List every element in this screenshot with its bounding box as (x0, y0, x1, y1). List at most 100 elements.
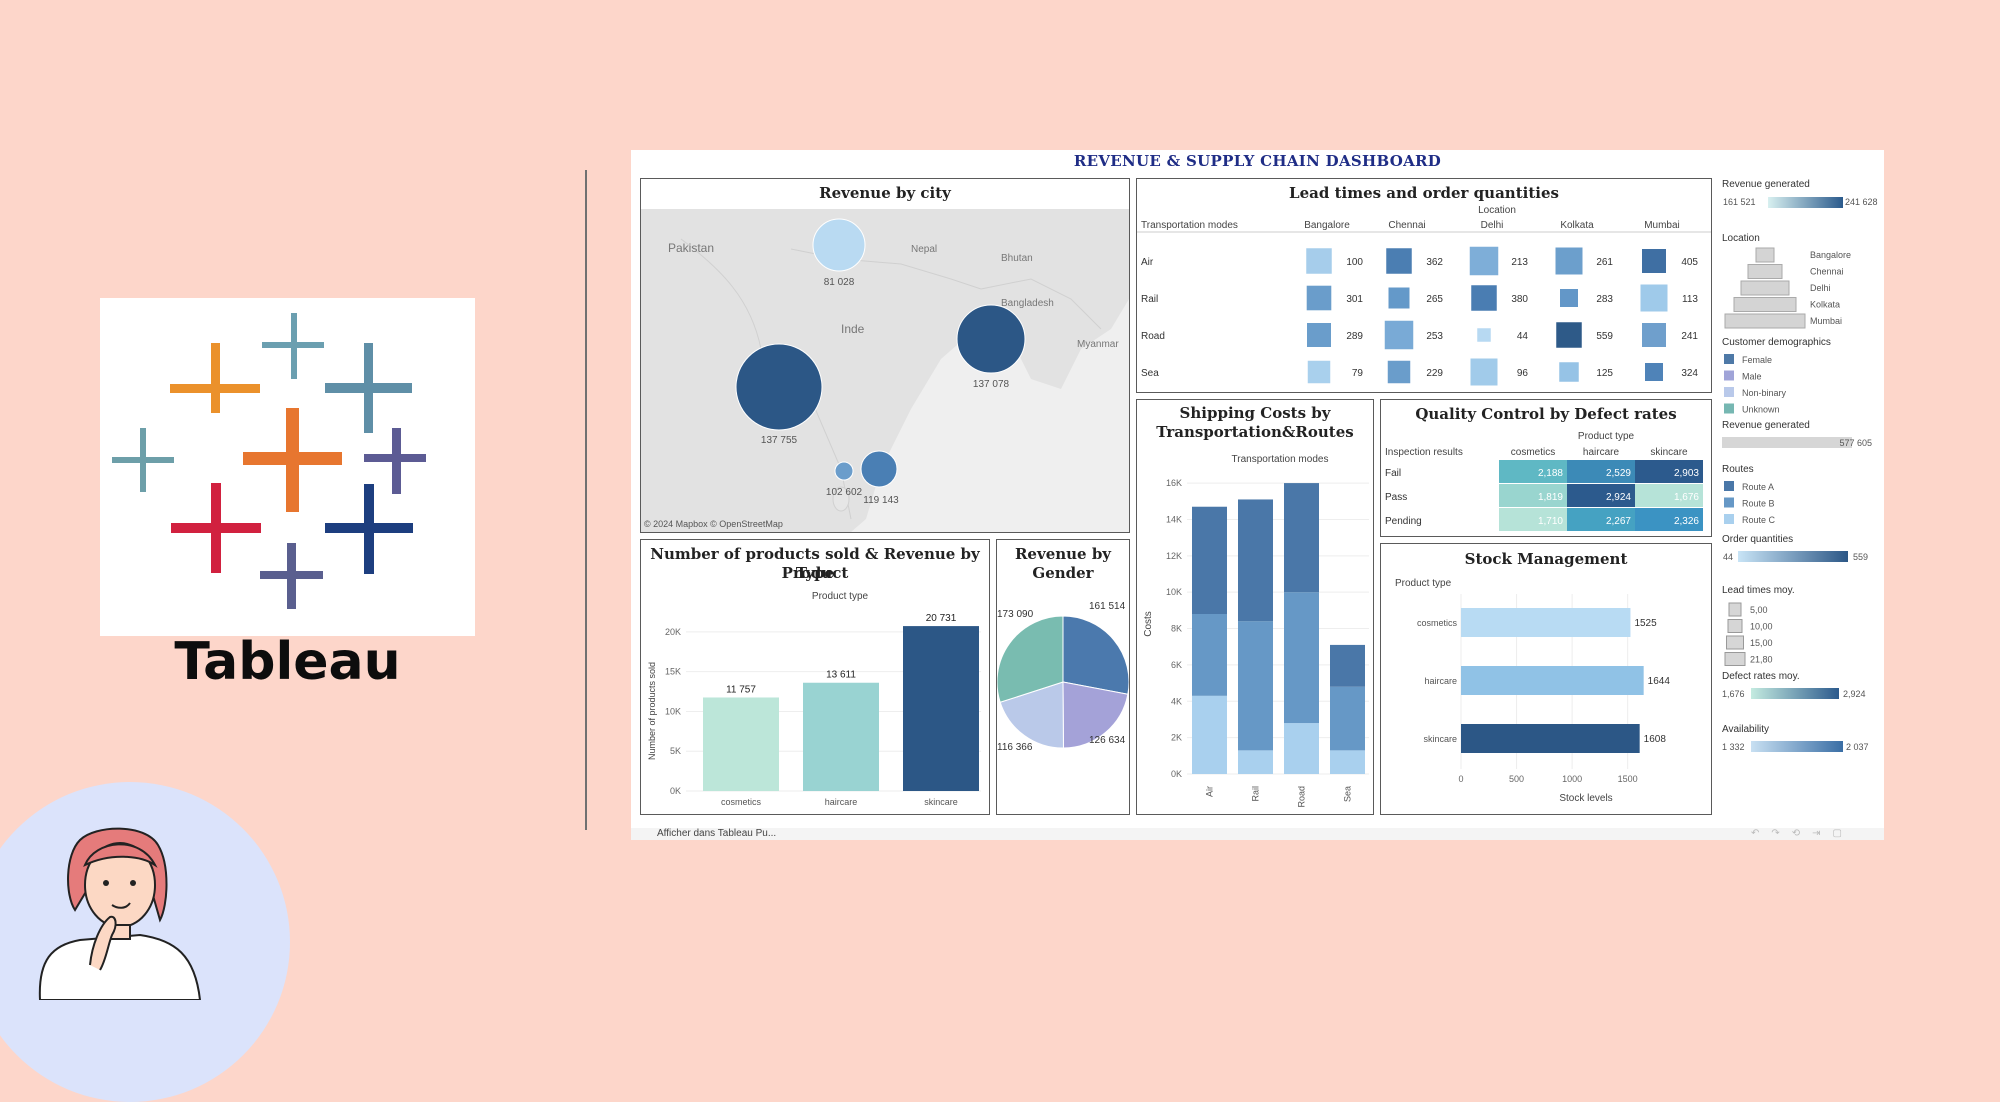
category-label: skincare (1423, 734, 1457, 744)
lead-time-square[interactable] (1470, 358, 1498, 386)
column-header: Bangalore (1304, 220, 1350, 231)
y-tick-label: 0K (1171, 769, 1182, 779)
order-quantity-value: 213 (1511, 257, 1528, 268)
lead-time-square[interactable] (1560, 289, 1578, 307)
lead-time-square[interactable] (1306, 285, 1332, 311)
row-header: Inspection results (1385, 447, 1463, 458)
lead-time-square[interactable] (1640, 284, 1668, 312)
cost-segment[interactable] (1330, 686, 1365, 751)
stock-bar[interactable] (1461, 666, 1644, 695)
lead-time-square[interactable] (1471, 285, 1497, 311)
lead-time-size-marker (1726, 635, 1744, 650)
toolbar-icons[interactable]: ↶↷⟲⇥▢ (1751, 828, 1854, 839)
city-bubble-kolkata[interactable] (956, 304, 1026, 374)
lead-time-square[interactable] (1469, 246, 1499, 276)
lead-time-square[interactable] (1477, 328, 1491, 342)
city-value-bangalore: 102 602 (826, 487, 863, 498)
cost-segment[interactable] (1330, 750, 1365, 774)
heatmap-cell[interactable] (1567, 484, 1635, 507)
location-size-marker (1740, 280, 1790, 296)
lead-time-square[interactable] (1384, 320, 1414, 350)
legend-value: 241 628 (1845, 197, 1878, 207)
bar-value-label: 13 611 (826, 670, 856, 681)
order-quantity-value: 405 (1681, 257, 1698, 268)
cost-segment[interactable] (1238, 621, 1273, 751)
legend-swatch (1724, 497, 1734, 508)
lead-time-square[interactable] (1387, 360, 1411, 384)
quality-heatmap: Product type Inspection results cosmetics h… (1385, 431, 1703, 531)
lead-time-square[interactable] (1559, 362, 1579, 382)
heatmap-cell[interactable] (1499, 460, 1567, 483)
city-bubble-chennai[interactable] (860, 450, 898, 488)
column-group-label: Location (1478, 205, 1516, 216)
order-quantity-value: 559 (1596, 331, 1613, 342)
vertical-divider (585, 170, 587, 830)
lead-time-square[interactable] (1388, 287, 1410, 309)
heatmap-cell[interactable] (1499, 484, 1567, 507)
cost-segment[interactable] (1238, 750, 1273, 774)
lead-time-square[interactable] (1642, 323, 1666, 347)
pie-slice[interactable] (999, 681, 1064, 749)
dashboard: REVENUE & SUPPLY CHAIN DASHBOARD Revenue… (631, 150, 1884, 840)
heatmap-cell[interactable] (1567, 508, 1635, 531)
stock-bar[interactable] (1461, 608, 1631, 637)
pie-slice-label: 173 090 (997, 609, 1034, 620)
cost-segment[interactable] (1192, 506, 1227, 614)
legend-value: Non-binary (1742, 388, 1787, 398)
heatmap-cell[interactable] (1635, 484, 1703, 507)
lead-time-square[interactable] (1307, 323, 1331, 347)
order-quantity-value: 100 (1346, 257, 1363, 268)
heatmap-cell[interactable] (1567, 460, 1635, 483)
products-chart: Product type Number of products sold 0K 5K 1… (647, 591, 981, 807)
lead-time-square[interactable] (1556, 322, 1582, 348)
product-bar[interactable] (703, 697, 779, 791)
legend-swatch (1724, 514, 1734, 524)
lead-time-square[interactable] (1555, 247, 1583, 275)
cost-segment[interactable] (1238, 499, 1273, 622)
lead-time-square[interactable] (1645, 363, 1663, 381)
legend-value: Female (1742, 355, 1772, 365)
cost-segment[interactable] (1284, 592, 1319, 724)
pie-slice[interactable] (997, 615, 1064, 703)
lead-time-square[interactable] (1307, 360, 1331, 384)
stock-bar[interactable] (1461, 724, 1640, 753)
heatmap-cell[interactable] (1499, 508, 1567, 531)
pie-slice[interactable] (1062, 681, 1129, 749)
column-header: Delhi (1481, 220, 1504, 231)
map-label-inde: Inde (841, 322, 865, 336)
pie-slice-label: 161 514 (1089, 601, 1126, 612)
view-in-tableau-link[interactable]: Afficher dans Tableau Pu... (657, 828, 777, 839)
heatmap-cell[interactable] (1635, 460, 1703, 483)
city-bubble-delhi[interactable] (812, 218, 866, 272)
city-bubble-bangalore[interactable] (834, 461, 854, 481)
legend-value: 44 (1723, 552, 1733, 562)
cost-segment[interactable] (1330, 644, 1365, 687)
legend-title: Order quantities (1722, 534, 1793, 545)
legend-swatch (1724, 370, 1734, 381)
gender-pie-chart: 161 514 126 634 116 366 173 090 (997, 601, 1129, 753)
x-tick-label: 500 (1509, 774, 1524, 784)
revenue-gradient (1768, 197, 1843, 208)
column-group-label: Product type (1578, 431, 1635, 442)
product-bar[interactable] (803, 682, 879, 791)
y-tick-label: 0K (670, 786, 681, 796)
heatmap-cell[interactable] (1635, 508, 1703, 531)
panel-title: Lead times and order quantities (1289, 184, 1559, 202)
legend-value: 10,00 (1750, 622, 1773, 632)
city-bubble-mumbai[interactable] (735, 343, 823, 431)
lead-time-square[interactable] (1306, 248, 1332, 274)
row-label: Fail (1385, 468, 1401, 479)
pie-slice[interactable] (1062, 615, 1129, 695)
y-tick-label: 10K (1166, 587, 1182, 597)
lead-time-square[interactable] (1642, 249, 1666, 273)
row-header: Product type (1395, 578, 1452, 589)
cost-segment[interactable] (1192, 695, 1227, 774)
x-tick-label: cosmetics (721, 797, 762, 807)
cost-segment[interactable] (1192, 614, 1227, 696)
india-map[interactable]: Pakistan Nepal Bhutan Bangladesh Inde My… (641, 209, 1129, 532)
product-bar[interactable] (903, 626, 979, 791)
cost-segment[interactable] (1284, 723, 1319, 774)
panel-title-line1: Number of products sold & Revenue by Pro… (650, 545, 980, 582)
lead-time-square[interactable] (1386, 248, 1412, 274)
cost-segment[interactable] (1284, 483, 1319, 593)
